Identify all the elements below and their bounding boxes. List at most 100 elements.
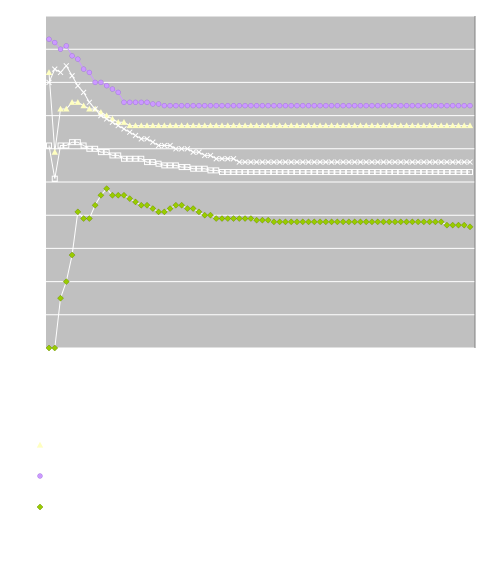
data-point <box>109 191 116 199</box>
data-point <box>74 208 82 216</box>
data-point <box>189 205 197 212</box>
data-point <box>51 148 58 155</box>
data-point <box>334 169 341 176</box>
data-point <box>115 152 122 159</box>
data-point <box>195 122 203 129</box>
data-point <box>143 201 151 209</box>
data-point <box>80 215 87 222</box>
data-point <box>46 79 52 86</box>
data-point <box>357 169 364 176</box>
data-point <box>322 122 330 129</box>
data-point <box>415 102 421 109</box>
data-point <box>392 102 398 109</box>
data-point <box>120 119 128 125</box>
data-point <box>51 344 59 352</box>
data-point <box>132 155 139 162</box>
data-point <box>230 122 237 129</box>
data-point <box>311 122 318 129</box>
data-point <box>455 122 462 129</box>
data-point <box>161 142 168 149</box>
data-point <box>398 102 404 109</box>
data-point <box>161 102 167 109</box>
data-point <box>461 102 467 109</box>
data-point <box>374 218 382 226</box>
data-point <box>466 122 474 129</box>
data-point <box>253 169 260 176</box>
data-point <box>293 122 301 129</box>
data-point <box>247 215 255 222</box>
data-point <box>247 169 254 176</box>
data-point <box>161 162 168 169</box>
data-point <box>288 122 295 129</box>
data-point <box>104 83 110 89</box>
data-point <box>386 159 393 165</box>
data-point <box>449 159 456 165</box>
data-point <box>115 122 122 129</box>
data-point <box>155 101 162 107</box>
data-point <box>241 215 249 222</box>
data-point <box>259 122 266 129</box>
data-point <box>345 218 353 226</box>
data-point <box>409 102 415 109</box>
data-point <box>172 201 180 209</box>
data-point <box>80 142 87 149</box>
data-point <box>311 169 318 176</box>
data-point <box>334 122 341 129</box>
data-point <box>132 132 139 139</box>
data-point <box>380 159 387 165</box>
data-point <box>109 86 116 92</box>
data-point <box>305 122 312 129</box>
data-point <box>357 102 364 109</box>
gridlines <box>46 15 476 349</box>
data-point <box>351 122 358 129</box>
data-point <box>52 39 58 46</box>
data-point <box>63 43 69 49</box>
data-point <box>368 218 376 226</box>
data-point <box>432 122 439 129</box>
data-point <box>455 221 462 229</box>
data-point <box>224 155 231 162</box>
data-point <box>374 122 381 129</box>
data-point <box>57 142 64 149</box>
data-point <box>190 149 197 155</box>
data-point <box>103 149 110 156</box>
data-point <box>196 149 202 155</box>
data-point <box>132 198 139 206</box>
data-point <box>310 218 318 226</box>
data-point <box>236 122 243 129</box>
data-point <box>461 122 468 129</box>
data-point <box>305 218 312 226</box>
data-point <box>57 105 64 112</box>
data-point <box>264 122 272 129</box>
data-point <box>392 159 398 165</box>
data-point <box>369 159 375 165</box>
data-point <box>132 99 139 105</box>
data-point <box>443 221 451 229</box>
data-point <box>149 122 157 129</box>
data-point <box>224 122 231 129</box>
data-point <box>380 218 387 226</box>
data-point <box>287 218 295 226</box>
data-point <box>74 82 81 89</box>
data-point <box>189 122 197 129</box>
data-point <box>270 169 277 176</box>
data-point <box>450 102 456 109</box>
data-point <box>155 122 162 129</box>
data-point <box>172 162 179 169</box>
data-point <box>362 122 370 129</box>
data-point <box>253 102 260 109</box>
data-point <box>420 169 427 176</box>
data-point <box>144 99 150 105</box>
data-point <box>443 169 450 176</box>
data-point <box>351 169 358 176</box>
data-point <box>172 122 180 129</box>
data-point <box>184 145 191 152</box>
data-point <box>248 102 254 109</box>
data-point <box>432 102 439 109</box>
data-point <box>121 99 127 105</box>
data-point <box>432 218 439 226</box>
data-point <box>201 152 208 159</box>
data-point <box>57 46 64 52</box>
data-point <box>369 102 375 109</box>
data-point <box>126 195 134 202</box>
